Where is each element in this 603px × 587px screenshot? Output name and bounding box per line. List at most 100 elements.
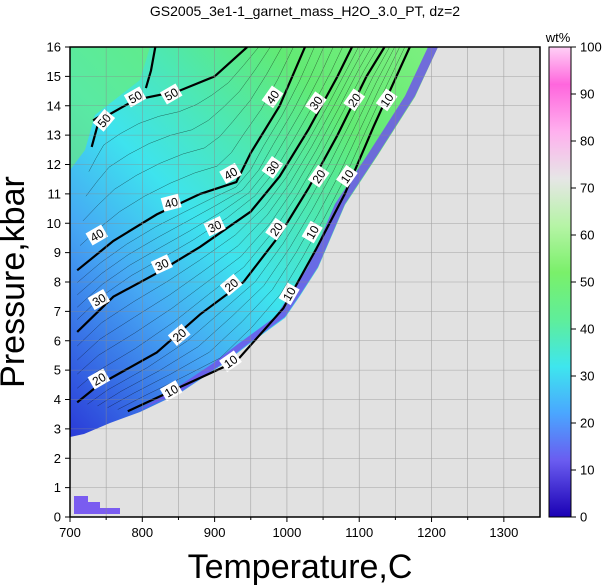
contour-line-10 <box>127 47 411 413</box>
colorbar-ticks: 0 10 20 30 40 50 60 70 80 90 100 <box>571 40 602 525</box>
colorbar-tick-label: 30 <box>580 369 594 384</box>
contour-label-box <box>219 350 242 373</box>
y-tick-label: 13 <box>47 128 61 143</box>
contour-label-10: 10 <box>278 282 300 306</box>
contour-label-20: 20 <box>307 164 330 188</box>
contour-label-40: 40 <box>261 85 284 109</box>
contour-label-box <box>150 254 173 275</box>
contour-label-text: 20 <box>90 370 109 389</box>
y-tick-label: 0 <box>54 510 61 525</box>
grid-lines <box>70 47 540 517</box>
contour-label-box <box>87 289 111 311</box>
fine-contour-line <box>117 47 406 410</box>
contour-label-50: 50 <box>123 86 147 108</box>
contour-label-10: 10 <box>301 220 323 244</box>
contour-label-text: 50 <box>126 88 145 107</box>
fine-contour-line <box>107 47 400 408</box>
y-tick-label: 7 <box>54 304 61 319</box>
colorbar-tick-label: 0 <box>580 510 587 525</box>
contour-label-box <box>307 164 330 188</box>
colorbar-tick-label: 80 <box>580 134 594 149</box>
colorbar-tick-label: 10 <box>580 463 594 478</box>
x-tick-label: 1300 <box>489 525 518 540</box>
contour-label-30: 30 <box>304 91 327 115</box>
y-tick-label: 14 <box>47 98 61 113</box>
contour-label-text: 10 <box>162 382 181 401</box>
x-tick-label: 700 <box>59 525 81 540</box>
contour-label-30: 30 <box>261 156 284 179</box>
contour-label-10: 10 <box>159 380 183 402</box>
contour-label-text: 40 <box>221 164 240 183</box>
contour-label-20: 20 <box>219 273 243 297</box>
contour-label-box <box>219 273 243 297</box>
contour-labels: 1010101010102020202020203030303030404040… <box>85 83 398 402</box>
x-axis-ticks: 700 800 900 1000 1100 1200 1300 <box>59 517 518 540</box>
y-tick-label: 4 <box>54 392 61 407</box>
contour-label-40: 40 <box>160 193 182 212</box>
contour-line-40 <box>76 47 307 272</box>
fine-contour-line <box>88 47 259 172</box>
y-tick-label: 11 <box>48 186 62 201</box>
contour-label-30: 30 <box>203 216 226 237</box>
x-tick-label: 800 <box>131 525 153 540</box>
contour-label-box <box>278 282 300 306</box>
y-tick-label: 6 <box>54 333 61 348</box>
fine-contour-line <box>85 47 271 197</box>
contour-label-10: 10 <box>336 164 358 188</box>
y-tick-label: 10 <box>47 216 61 231</box>
colorbar-tick-label: 20 <box>580 416 594 431</box>
x-tick-label: 1000 <box>272 525 301 540</box>
fine-contour-line <box>77 47 315 283</box>
fine-contour-line <box>77 47 334 308</box>
x-tick-label: 900 <box>204 525 226 540</box>
contour-label-box <box>85 224 109 246</box>
contour-label-box <box>123 86 147 108</box>
colorbar <box>548 46 572 518</box>
contour-label-text: 50 <box>162 85 181 104</box>
contour-label-box <box>261 156 284 179</box>
fine-contour-line <box>97 47 395 407</box>
contour-label-30: 30 <box>87 289 111 311</box>
fine-contour-line <box>79 47 294 246</box>
colorbar-tick-label: 70 <box>580 181 594 196</box>
contour-label-box <box>159 380 183 402</box>
contour-label-box <box>301 220 323 244</box>
y-axis-label: Pressure,kbar <box>0 176 32 388</box>
colorbar-tick-label: 90 <box>580 87 594 102</box>
contour-label-10: 10 <box>219 350 242 373</box>
contour-label-box <box>92 109 116 132</box>
contour-label-50: 50 <box>159 83 183 105</box>
colorbar-tick-label: 60 <box>580 228 594 243</box>
colorbar-tick-label: 40 <box>580 322 594 337</box>
contour-label-20: 20 <box>87 368 111 390</box>
y-tick-label: 5 <box>54 363 61 378</box>
y-tick-label: 9 <box>54 245 61 260</box>
fine-contour-line <box>82 47 283 222</box>
contour-label-box <box>336 164 358 188</box>
high-green-zone <box>70 47 150 170</box>
colorbar-label: wt% <box>545 30 571 45</box>
contour-label-box <box>219 162 242 184</box>
contour-label-box <box>261 85 284 109</box>
contour-line-50 <box>144 47 157 89</box>
y-tick-label: 3 <box>54 421 61 436</box>
colorbar-tick-label: 50 <box>580 275 594 290</box>
y-tick-label: 8 <box>54 275 61 290</box>
x-axis-label: Temperature,C <box>188 548 413 586</box>
low-field-patch <box>74 496 120 514</box>
fine-contour-line <box>87 47 390 405</box>
contour-label-text: 40 <box>88 226 107 245</box>
contour-label-box <box>159 83 183 105</box>
contour-label-text: 10 <box>280 284 299 303</box>
contour-label-text: 30 <box>206 217 224 235</box>
contour-label-text: 30 <box>90 290 109 309</box>
contour-label-40: 40 <box>85 224 109 246</box>
y-tick-label: 2 <box>54 451 61 466</box>
x-tick-label: 1200 <box>417 525 446 540</box>
fine-contour-line <box>77 47 366 361</box>
fine-contour-line <box>77 47 372 375</box>
colorbar-tick-label: 100 <box>580 40 602 55</box>
chart-title: GS2005_3e1-1_garnet_mass_H2O_3.0_PT, dz=… <box>150 3 460 19</box>
